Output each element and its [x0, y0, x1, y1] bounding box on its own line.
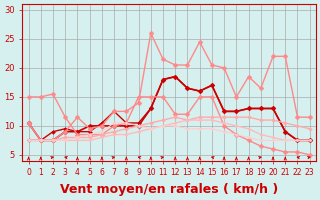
X-axis label: Vent moyen/en rafales ( km/h ): Vent moyen/en rafales ( km/h ) — [60, 183, 278, 196]
